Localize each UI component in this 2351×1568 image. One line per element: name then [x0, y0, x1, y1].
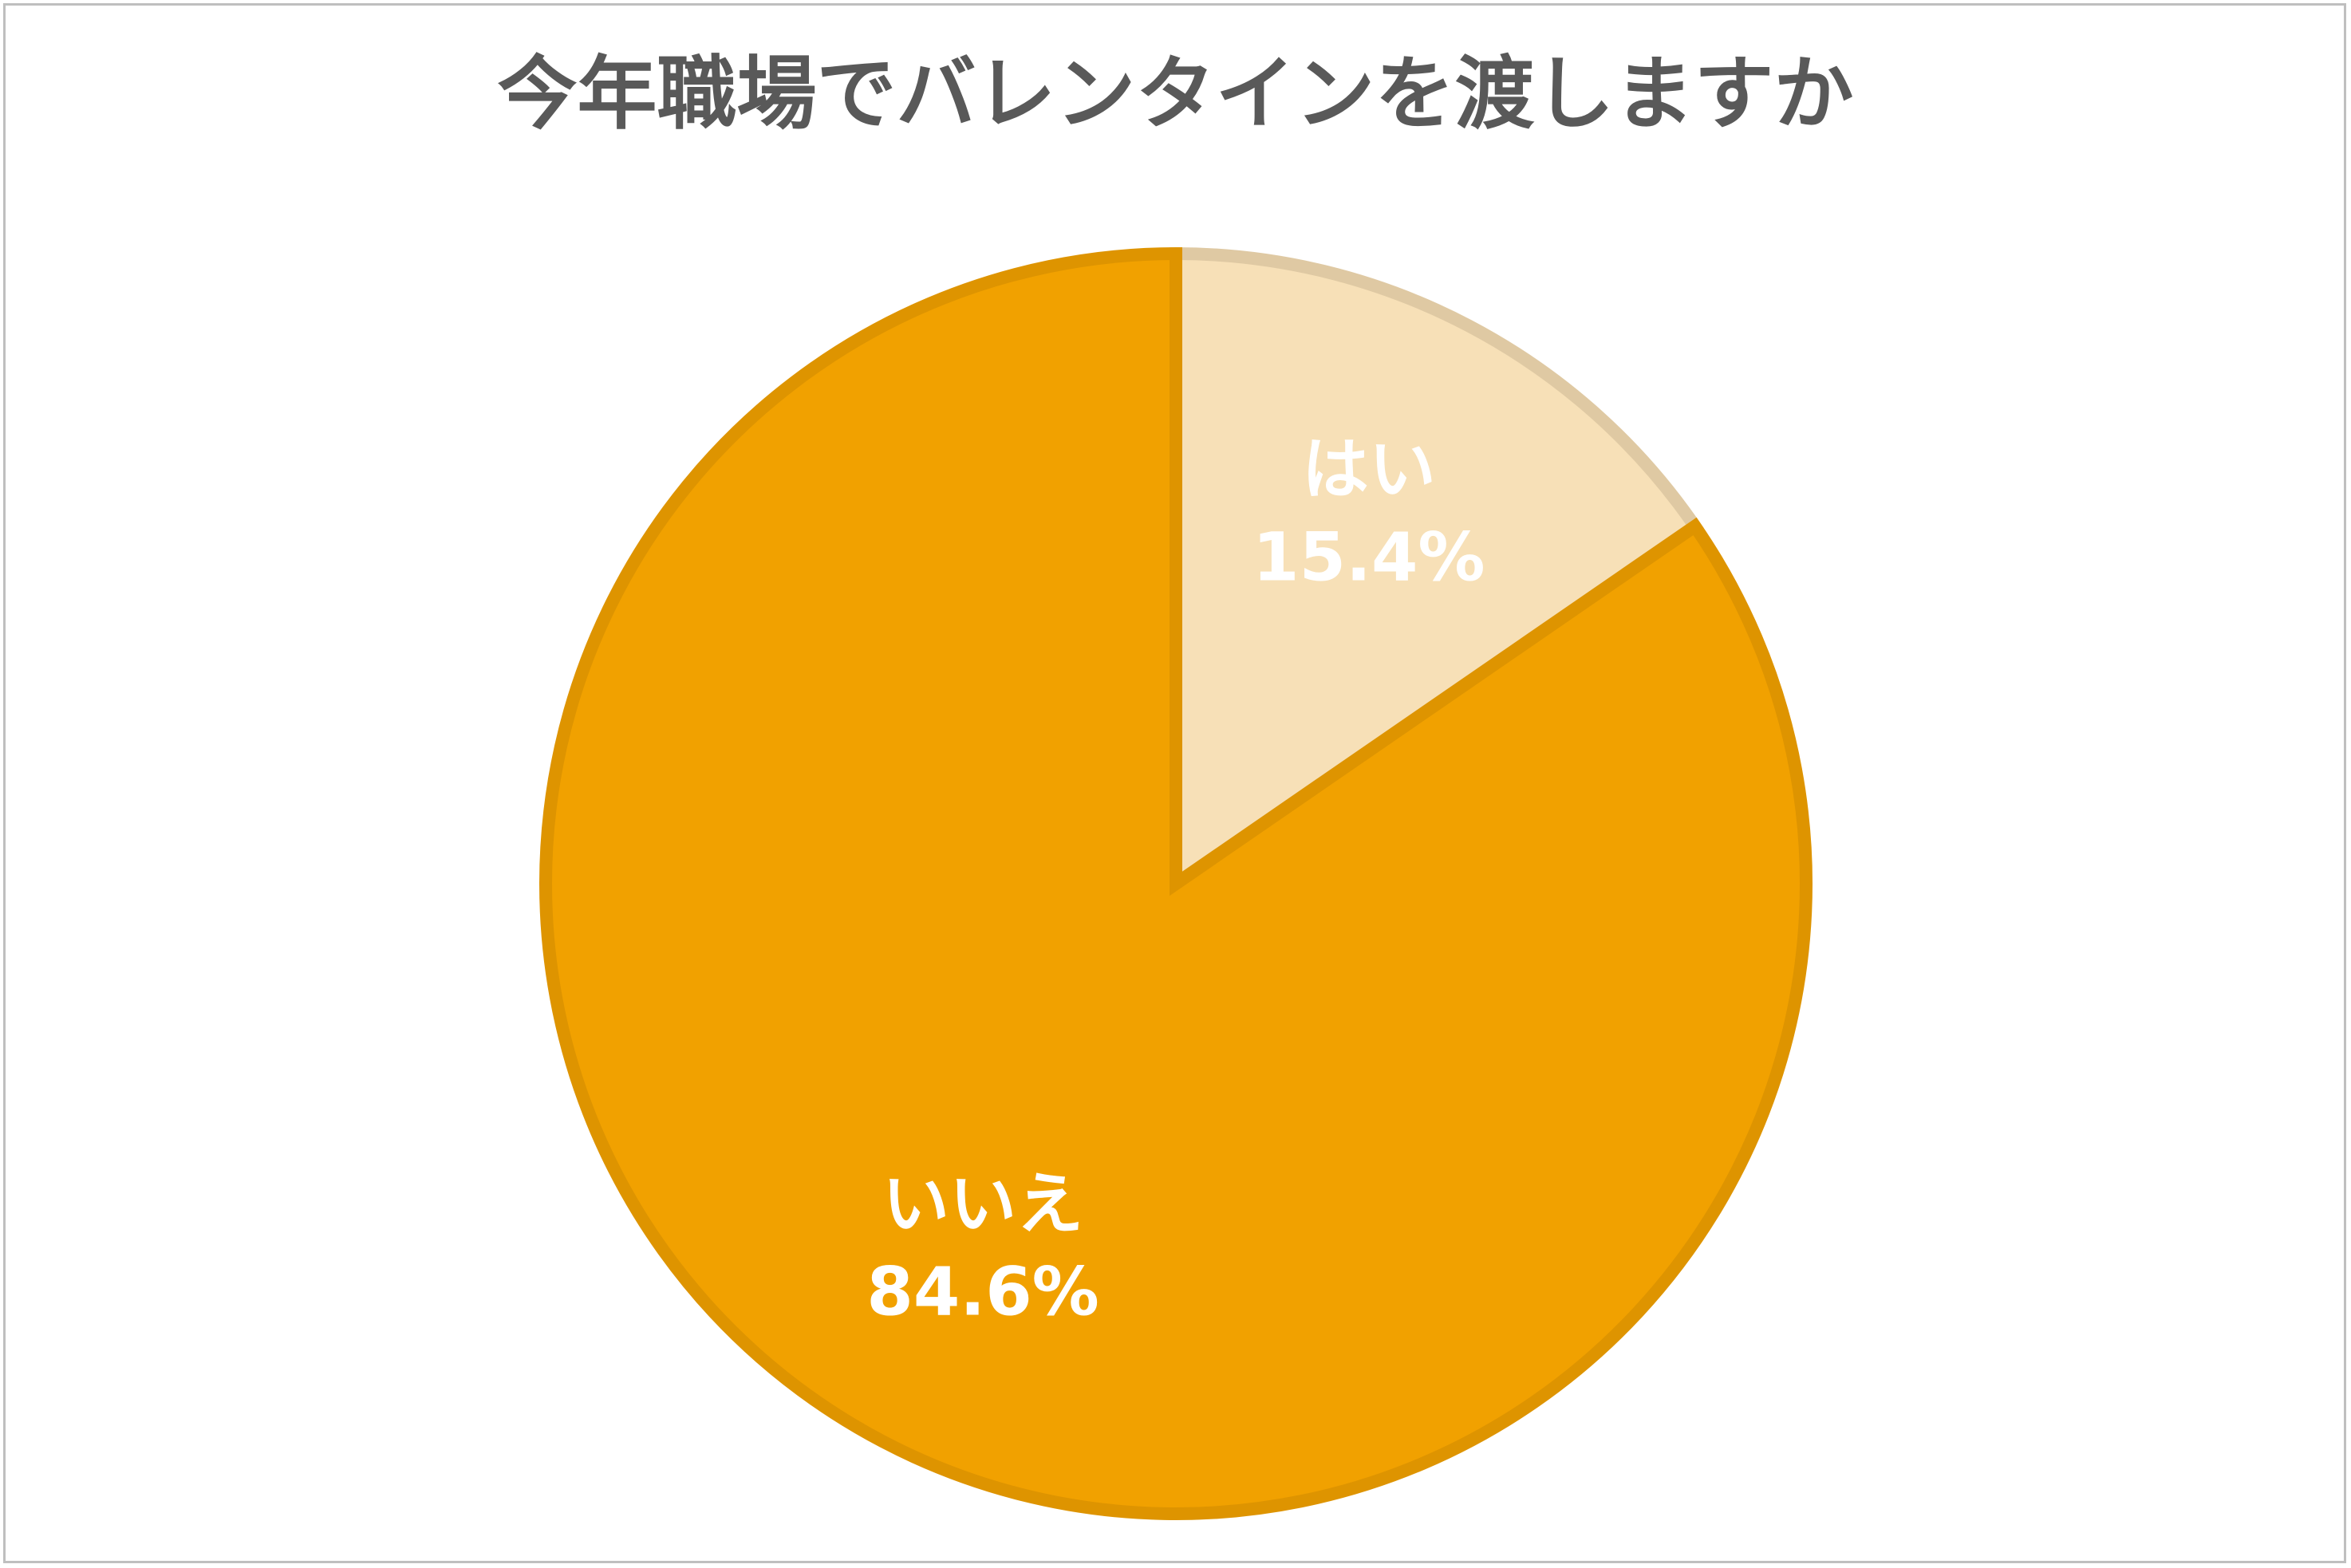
pie-slice-no [539, 246, 1813, 1520]
slice-label-group: はい 15.4% [1252, 431, 1485, 597]
pie-slice-yes [1170, 246, 1704, 896]
slice-value-label: 15.4% [1252, 518, 1485, 597]
slice-category-label: いいえ [882, 1164, 1083, 1243]
slice-value-label: 84.6% [866, 1252, 1099, 1330]
slice-label-group: いいえ 84.6% [866, 1164, 1099, 1330]
slice-category-label: はい [1302, 431, 1436, 509]
chart-title: 今年職場でバレンタインを渡しますか [497, 47, 1854, 140]
